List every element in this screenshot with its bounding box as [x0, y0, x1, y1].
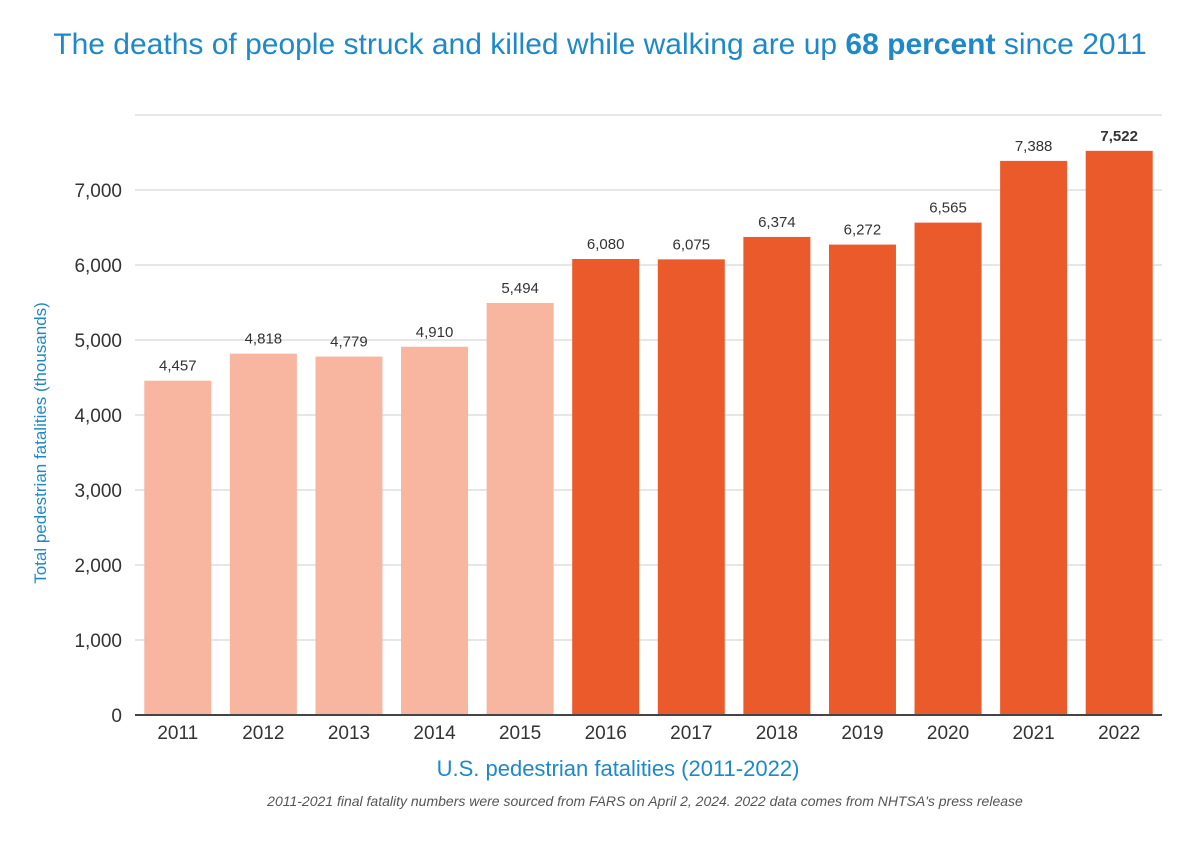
bar: [401, 346, 469, 715]
x-tick-label: 2020: [927, 723, 969, 744]
bar: [828, 244, 896, 715]
x-tick-label: 2019: [841, 723, 883, 744]
data-label: 4,818: [245, 331, 283, 348]
chart-title: The deaths of people struck and killed w…: [0, 28, 1200, 62]
bar: [1000, 160, 1068, 715]
data-label: 7,388: [1015, 138, 1053, 155]
data-label: 6,374: [758, 214, 796, 231]
y-axis-label: Total pedestrian fatalities (thousands): [31, 302, 50, 584]
bar: [657, 259, 725, 715]
bar: [486, 302, 554, 715]
data-label: 4,457: [159, 358, 197, 375]
y-tick-label: 1,000: [74, 631, 122, 652]
y-tick-label: 2,000: [74, 556, 122, 577]
chart-title-highlight: 68 percent: [845, 28, 996, 61]
bar: [572, 259, 640, 715]
x-tick-label: 2011: [157, 723, 198, 744]
bar: [743, 236, 811, 715]
y-tick-label: 3,000: [74, 481, 122, 502]
bar: [229, 353, 297, 715]
data-label: 6,075: [673, 236, 711, 253]
data-label: 5,494: [501, 280, 539, 297]
bar: [144, 380, 212, 715]
x-tick-label: 2013: [328, 723, 370, 744]
y-tick-label: 7,000: [74, 181, 122, 202]
x-tick-label: 2016: [585, 723, 627, 744]
y-tick-label: 4,000: [74, 406, 122, 427]
x-tick-label: 2012: [242, 723, 284, 744]
x-tick-label: 2018: [756, 723, 798, 744]
bar: [914, 222, 982, 715]
y-tick-label: 5,000: [74, 331, 122, 352]
data-label: 4,910: [416, 324, 454, 341]
x-tick-label: 2015: [499, 723, 541, 744]
x-tick-label: 2022: [1098, 723, 1140, 744]
x-tick-label: 2014: [413, 723, 456, 744]
data-label: 6,080: [587, 236, 625, 253]
bar: [1085, 150, 1153, 716]
data-label: 7,522: [1100, 128, 1138, 145]
chart-title-prefix: The deaths of people struck and killed w…: [53, 28, 846, 61]
data-label: 6,272: [844, 222, 882, 239]
data-label: 6,565: [929, 200, 967, 217]
bar: [315, 356, 383, 715]
footnote: 2011-2021 final fatality numbers were so…: [267, 793, 1023, 809]
x-axis-label: U.S. pedestrian fatalities (2011-2022): [437, 756, 800, 781]
x-tick-label: 2017: [670, 723, 712, 744]
chart-title-suffix: since 2011: [995, 28, 1147, 61]
y-tick-label: 6,000: [74, 256, 122, 277]
x-tick-label: 2021: [1012, 723, 1054, 744]
y-tick-label: 0: [111, 706, 122, 727]
data-label: 4,779: [330, 334, 368, 351]
